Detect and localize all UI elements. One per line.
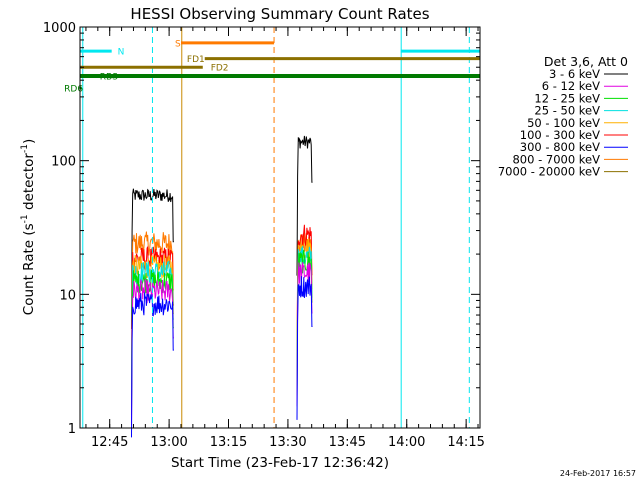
x-tick-label-6: 14:15 [447,435,484,450]
flag-label-s: S [175,39,181,49]
vertical-markers [82,27,470,428]
series-trace-1-1 [296,262,313,407]
series-trace-7-0 [131,231,174,378]
y-axis-label-sup2: -1 [20,144,30,153]
y-axis-label-suffix: ) [21,139,37,144]
legend-label-0: 3 - 6 keV [549,67,600,81]
flag-label-rd6: RD6 [64,84,83,94]
series-trace-6-1 [296,276,313,420]
legend-label-3: 25 - 50 keV [534,104,600,118]
footer-timestamp: 24-Feb-2017 16:57 [560,469,636,478]
x-tick-label-4: 13:45 [329,435,366,450]
x-tick-label-5: 14:00 [388,435,425,450]
legend-label-1: 6 - 12 keV [542,79,600,93]
flag-bars: N S FD1 FD2 RBS RD6 [64,39,480,94]
plot-frame [79,26,481,429]
y-axis-label-prefix: Count Rate (s [21,223,37,315]
legend-label-2: 12 - 25 keV [534,91,600,105]
legend-label-7: 800 - 7000 keV [512,152,600,166]
axes-ticks: 12:45 13:00 13:15 13:30 13:45 14:00 14:15 1 10 10… [43,21,485,450]
x-tick-label-3: 13:30 [269,435,306,450]
series-trace-6-0 [131,292,174,438]
x-tick-label-0: 12:45 [91,435,128,450]
series-trace-4-0 [131,255,174,401]
chart-title: HESSI Observing Summary Count Rates [130,5,429,23]
x-tick-label-2: 13:15 [210,435,247,450]
flag-label-n: N [118,48,125,58]
y-tick-label-0: 1 [68,422,76,437]
y-axis-label: Count Rate (s-1 detector-1) [20,139,37,315]
y-tick-label-3: 1000 [43,21,76,36]
flag-label-fd1: FD1 [187,55,205,65]
legend-label-8: 7000 - 20000 keV [498,165,600,179]
legend-label-5: 100 - 300 keV [520,128,600,142]
y-axis-label-sup1: -1 [20,214,30,223]
x-axis-label: Start Time (23-Feb-17 12:36:42) [171,455,389,471]
legend-label-6: 300 - 800 keV [520,140,600,154]
y-tick-label-1: 10 [59,288,76,303]
series-trace-5-1 [296,224,313,369]
y-tick-label-2: 100 [51,155,76,170]
legend-title: Det 3,6, Att 0 [544,54,628,69]
flag-label-fd2: FD2 [211,64,229,74]
x-tick-label-1: 13:00 [150,435,187,450]
legend-label-4: 50 - 100 keV [527,116,600,130]
series-trace-0-1 [296,135,313,276]
y-axis-label-mid: detector [21,153,37,215]
flag-label-rbs: RBS [100,72,118,82]
